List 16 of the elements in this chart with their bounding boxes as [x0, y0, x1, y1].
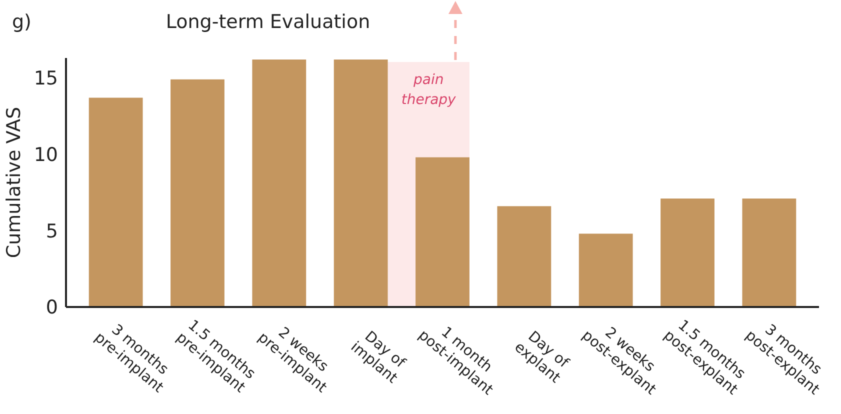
y-tick-label: 5: [46, 220, 58, 242]
y-tick-label: 0: [46, 296, 58, 319]
bar: [578, 234, 633, 307]
bar: [416, 157, 470, 307]
bar: [660, 198, 714, 307]
bar: [252, 60, 306, 307]
bar: [497, 206, 552, 307]
y-tick-label: 15: [34, 68, 58, 90]
bar: [742, 198, 796, 307]
bar: [170, 79, 224, 307]
y-axis-title: Cumulative VAS: [3, 106, 25, 258]
chart-title: Long-term Evaluation: [166, 11, 370, 33]
y-tick-label: 10: [34, 144, 58, 166]
bar: [88, 98, 143, 307]
band-label: pain therapy: [401, 72, 457, 108]
text: g): [12, 11, 32, 33]
